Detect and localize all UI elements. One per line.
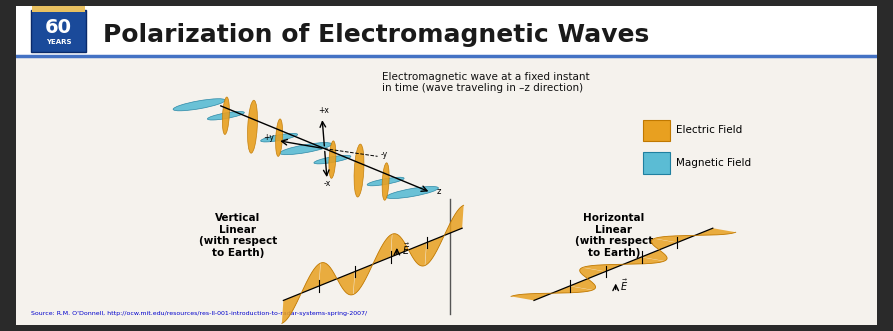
Text: -y: -y [380,150,388,159]
Polygon shape [391,234,426,266]
Text: $\vec{E}$: $\vec{E}$ [402,241,410,257]
Text: Electromagnetic wave at a fixed instant
in time (wave traveling in –z direction): Electromagnetic wave at a fixed instant … [382,71,590,93]
Polygon shape [570,267,605,290]
Text: Horizontal
Linear
(with respect
to Earth): Horizontal Linear (with respect to Earth… [574,213,653,258]
Ellipse shape [280,143,332,155]
Text: 60: 60 [45,18,72,37]
Polygon shape [354,234,392,294]
Ellipse shape [276,119,283,156]
Ellipse shape [367,177,405,186]
Text: Source: R.M. O'Donnell, http://ocw.mit.edu/resources/res-ll-001-introduction-to-: Source: R.M. O'Donnell, http://ocw.mit.e… [30,311,367,316]
Text: +x: +x [318,107,329,116]
Polygon shape [583,257,664,271]
Ellipse shape [173,99,225,111]
Text: Polarization of Electromagnetic Waves: Polarization of Electromagnetic Waves [103,23,649,47]
Ellipse shape [329,141,336,178]
Text: -x: -x [323,179,330,188]
Ellipse shape [247,100,257,153]
Bar [16,6,877,56]
Text: YEARS: YEARS [46,39,71,45]
Text: $\vec{E}$: $\vec{E}$ [620,278,628,293]
Text: z: z [437,187,441,196]
Ellipse shape [207,112,245,120]
Text: Magnetic Field: Magnetic Field [676,158,752,168]
Ellipse shape [386,186,438,199]
Text: +y: +y [263,133,274,142]
Polygon shape [282,263,321,323]
Polygon shape [655,228,736,243]
Polygon shape [425,205,463,265]
Bar [30,10,87,52]
Polygon shape [641,239,677,261]
Polygon shape [511,286,592,301]
Bar [643,153,670,174]
Ellipse shape [222,97,230,134]
Ellipse shape [314,155,351,164]
Bar [643,120,670,141]
Text: Electric Field: Electric Field [676,125,743,135]
Ellipse shape [354,144,364,197]
Text: Vertical
Linear
(with respect
to Earth): Vertical Linear (with respect to Earth) [198,213,277,258]
Polygon shape [319,262,355,295]
Ellipse shape [382,163,389,200]
Ellipse shape [261,133,297,142]
Bar [32,6,85,12]
